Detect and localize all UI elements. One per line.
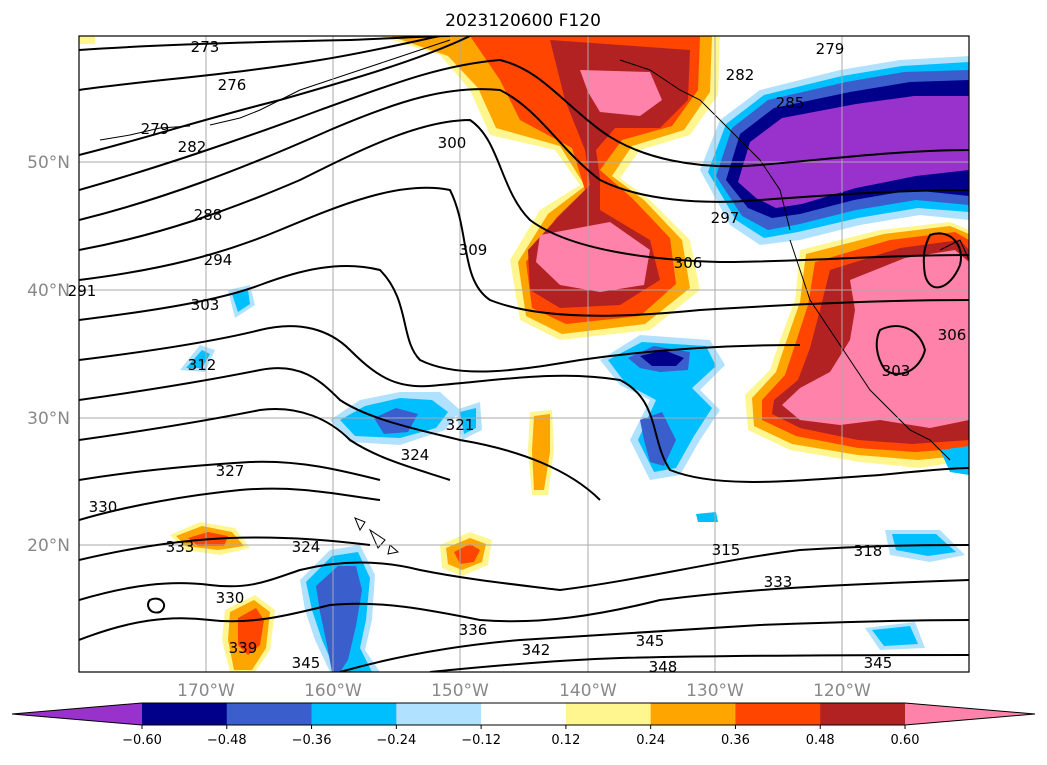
- contour-label: 333: [764, 573, 793, 591]
- contour-label: 297: [711, 209, 740, 227]
- map-title: 2023120600 F120: [445, 11, 601, 31]
- contour-label: 303: [191, 296, 220, 314]
- positive-anomaly-east: [745, 222, 969, 468]
- contour-label: 324: [401, 446, 430, 464]
- colorbar-segment: [650, 703, 736, 725]
- contour-label: 309: [459, 241, 488, 259]
- lon-label: 140°W: [559, 681, 617, 701]
- lat-label: 50°N: [27, 153, 70, 173]
- longitude-labels: 170°W 160°W 150°W 140°W 130°W 120°W: [177, 681, 871, 701]
- contour-label: 288: [194, 206, 223, 224]
- lon-label: 120°W: [813, 681, 871, 701]
- contour-label: 303: [882, 362, 911, 380]
- contour-label: 285: [776, 94, 805, 112]
- contour-label: 306: [674, 254, 703, 272]
- contour-label: 345: [636, 632, 665, 650]
- lat-label: 30°N: [27, 409, 70, 429]
- gridlines: [79, 36, 969, 672]
- map-border: [78, 35, 970, 673]
- contour-label: 300: [438, 134, 467, 152]
- contour-label: 312: [188, 356, 217, 374]
- contour-label: 345: [864, 654, 893, 672]
- contour-label: 330: [89, 498, 118, 516]
- contour-label: 327: [216, 462, 245, 480]
- contour-labels: 273 276 279 282 288 294 303 312 300 309 …: [68, 38, 967, 676]
- contour-label: 273: [191, 38, 220, 56]
- contour-label: 333: [166, 538, 195, 556]
- colorbar-segment: [735, 703, 821, 725]
- colorbar-tick-label: −0.48: [207, 733, 247, 748]
- lat-label: 20°N: [27, 536, 70, 556]
- contour-label: 330: [216, 589, 245, 607]
- colorbar-tick-label: 0.60: [891, 733, 920, 748]
- positive-anomaly-north: [380, 36, 720, 340]
- latitude-labels: 50°N 40°N 30°N 20°N: [27, 153, 70, 556]
- colorbar-segment: [481, 703, 567, 725]
- contour-label: 315: [712, 541, 741, 559]
- coastlines: [99, 39, 969, 555]
- colorbar-tick-label: −0.36: [292, 733, 332, 748]
- colorbar-segment: [311, 703, 397, 725]
- colorbar: −0.60 −0.48 −0.36 −0.24 −0.12 0.12 0.24 0.36 0.4…: [11, 702, 1036, 748]
- negative-anomaly-central: [600, 335, 725, 480]
- contour-label: 294: [204, 251, 233, 269]
- colorbar-extend-min: [12, 703, 142, 725]
- contour-label: 291: [68, 282, 97, 300]
- contour-label: 342: [522, 641, 551, 659]
- contour-label: 321: [446, 416, 475, 434]
- contour-label: 276: [218, 76, 247, 94]
- contour-label: 306: [938, 326, 967, 344]
- colorbar-tick-label: −0.60: [122, 733, 162, 748]
- contour-label: 336: [459, 621, 488, 639]
- colorbar-segment: [142, 703, 228, 725]
- contour-label: 279: [141, 120, 170, 138]
- lon-label: 170°W: [177, 681, 235, 701]
- lon-label: 150°W: [431, 681, 489, 701]
- colorbar-tick-label: −0.24: [376, 733, 416, 748]
- map-frame: 273 276 279 282 288 294 303 312 300 309 …: [68, 35, 970, 676]
- contour-label: 279: [816, 40, 845, 58]
- colorbar-tick-label: 0.24: [636, 733, 665, 748]
- contour-label: 348: [649, 658, 678, 676]
- colorbar-segment: [226, 703, 313, 725]
- map-field: [79, 36, 969, 672]
- colorbar-tick-label: 0.12: [551, 733, 580, 748]
- colorbar-extend-max: [905, 703, 1035, 725]
- height-contours: [79, 36, 969, 672]
- lat-label: 40°N: [27, 281, 70, 301]
- contour-label: 345: [292, 654, 321, 672]
- negative-anomaly-northeast: [700, 56, 969, 245]
- colorbar-tick-label: 0.48: [806, 733, 835, 748]
- colorbar-segment: [565, 703, 652, 725]
- lon-label: 130°W: [686, 681, 744, 701]
- colorbar-segment: [820, 703, 906, 725]
- colorbar-tick-label: −0.12: [461, 733, 501, 748]
- contour-label: 282: [178, 138, 207, 156]
- contour-label: 282: [726, 66, 755, 84]
- colorbar-tick-label: 0.36: [721, 733, 750, 748]
- contour-label: 339: [229, 639, 258, 657]
- contour-label: 324: [292, 538, 321, 556]
- contour-label: 318: [854, 542, 883, 560]
- lon-label: 160°W: [304, 681, 362, 701]
- colorbar-segment: [396, 703, 482, 725]
